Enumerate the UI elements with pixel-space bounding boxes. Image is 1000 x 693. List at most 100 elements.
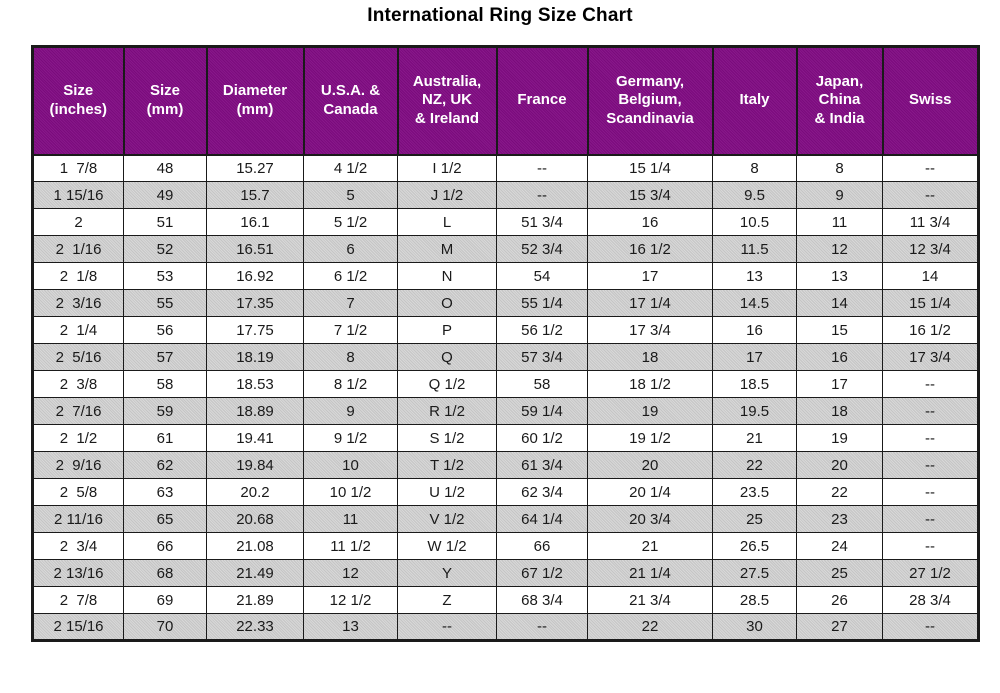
table-cell-germany-belgium-scandinavia: 16 1/2 — [587, 235, 713, 263]
table-cell-size-mm: 55 — [123, 289, 207, 317]
table-cell-size-mm: 69 — [123, 586, 207, 614]
table-cell-swiss: 12 3/4 — [882, 235, 979, 263]
table-cell-france: 57 3/4 — [496, 343, 588, 371]
ring-size-table: Size (inches) Size (mm) Diameter (mm) U.S.A… — [31, 45, 980, 642]
table-cell-japan-china-india: 16 — [796, 343, 883, 371]
table-cell-australia-nz-uk-ireland: I 1/2 — [397, 154, 497, 182]
table-cell-japan-china-india: 23 — [796, 505, 883, 533]
table-cell-japan-china-india: 20 — [796, 451, 883, 479]
table-cell-australia-nz-uk-ireland: O — [397, 289, 497, 317]
table-cell-italy: 10.5 — [712, 208, 797, 236]
table-cell-diameter-mm: 16.1 — [206, 208, 304, 236]
table-cell-france: 68 3/4 — [496, 586, 588, 614]
header-row: Size (inches) Size (mm) Diameter (mm) U.S.A… — [31, 45, 980, 156]
table-cell-u-s-a-canada: 6 — [303, 235, 398, 263]
column-header-germany-belgium-scandinavia: Germany, Belgium, Scandinavia — [586, 45, 714, 156]
table-cell-swiss: -- — [882, 154, 979, 182]
table-row: 2 1/16 52 16.51 6 M 52 3/4 16 1/2 11.5 12 12 3/4 — [32, 235, 979, 263]
table-cell-diameter-mm: 17.35 — [206, 289, 304, 317]
table-cell-size-mm: 68 — [123, 559, 207, 587]
table-cell-italy: 18.5 — [712, 370, 797, 398]
table-cell-france: 62 3/4 — [496, 478, 588, 506]
table-cell-germany-belgium-scandinavia: 19 — [587, 397, 713, 425]
table-cell-u-s-a-canada: 12 — [303, 559, 398, 587]
table-cell-size-inches: 2 — [32, 208, 124, 236]
table-cell-france: 67 1/2 — [496, 559, 588, 587]
column-header-size-inches: Size (inches) — [31, 45, 125, 156]
table-cell-diameter-mm: 15.7 — [206, 181, 304, 209]
column-header-swiss: Swiss — [881, 45, 980, 156]
table-cell-italy: 23.5 — [712, 478, 797, 506]
table-cell-australia-nz-uk-ireland: -- — [397, 613, 497, 641]
table-cell-australia-nz-uk-ireland: J 1/2 — [397, 181, 497, 209]
table-cell-size-mm: 61 — [123, 424, 207, 452]
table-cell-japan-china-india: 18 — [796, 397, 883, 425]
table-cell-france: -- — [496, 181, 588, 209]
table-cell-diameter-mm: 16.51 — [206, 235, 304, 263]
table-cell-australia-nz-uk-ireland: M — [397, 235, 497, 263]
table-cell-diameter-mm: 20.68 — [206, 505, 304, 533]
table-cell-swiss: 28 3/4 — [882, 586, 979, 614]
table-cell-japan-china-india: 19 — [796, 424, 883, 452]
table-cell-u-s-a-canada: 6 1/2 — [303, 262, 398, 290]
table-cell-italy: 22 — [712, 451, 797, 479]
table-cell-u-s-a-canada: 4 1/2 — [303, 154, 398, 182]
table-row: 2 5/8 63 20.2 10 1/2 U 1/2 62 3/4 20 1/4 23.5 22… — [32, 478, 979, 506]
table-cell-australia-nz-uk-ireland: W 1/2 — [397, 532, 497, 560]
table-cell-japan-china-india: 15 — [796, 316, 883, 344]
table-cell-japan-china-india: 27 — [796, 613, 883, 641]
table-row: 2 15/16 70 22.33 13 -- -- 22 30 27 -- — [32, 613, 979, 641]
table-cell-germany-belgium-scandinavia: 20 1/4 — [587, 478, 713, 506]
table-cell-size-mm: 56 — [123, 316, 207, 344]
table-cell-u-s-a-canada: 8 — [303, 343, 398, 371]
table-cell-germany-belgium-scandinavia: 16 — [587, 208, 713, 236]
table-cell-australia-nz-uk-ireland: U 1/2 — [397, 478, 497, 506]
table-cell-swiss: 16 1/2 — [882, 316, 979, 344]
table-cell-u-s-a-canada: 7 — [303, 289, 398, 317]
table-cell-size-inches: 2 1/8 — [32, 262, 124, 290]
table-row: 1 7/8 48 15.27 4 1/2 I 1/2 -- 15 1/4 8 8 -- — [32, 154, 979, 182]
table-row: 2 3/8 58 18.53 8 1/2 Q 1/2 58 18 1/2 18.5 17 -- — [32, 370, 979, 398]
table-cell-japan-china-india: 26 — [796, 586, 883, 614]
table-cell-u-s-a-canada: 9 1/2 — [303, 424, 398, 452]
table-row: 2 5/16 57 18.19 8 Q 57 3/4 18 17 16 17 3/4 — [32, 343, 979, 371]
table-cell-france: 58 — [496, 370, 588, 398]
table-cell-size-inches: 2 5/8 — [32, 478, 124, 506]
table-cell-france: 51 3/4 — [496, 208, 588, 236]
table-cell-size-inches: 2 5/16 — [32, 343, 124, 371]
table-cell-germany-belgium-scandinavia: 15 1/4 — [587, 154, 713, 182]
table-cell-u-s-a-canada: 13 — [303, 613, 398, 641]
table-cell-italy: 26.5 — [712, 532, 797, 560]
table-cell-diameter-mm: 20.2 — [206, 478, 304, 506]
table-cell-australia-nz-uk-ireland: S 1/2 — [397, 424, 497, 452]
table-cell-japan-china-india: 8 — [796, 154, 883, 182]
column-header-australia-nz-uk-ireland: Australia, NZ, UK & Ireland — [396, 45, 498, 156]
table-cell-diameter-mm: 21.08 — [206, 532, 304, 560]
table-cell-italy: 9.5 — [712, 181, 797, 209]
column-header-japan-china-india: Japan, China & India — [795, 45, 884, 156]
table-cell-italy: 17 — [712, 343, 797, 371]
table-cell-italy: 8 — [712, 154, 797, 182]
table-cell-swiss: 11 3/4 — [882, 208, 979, 236]
table-cell-u-s-a-canada: 11 — [303, 505, 398, 533]
table-cell-u-s-a-canada: 10 1/2 — [303, 478, 398, 506]
table-cell-australia-nz-uk-ireland: T 1/2 — [397, 451, 497, 479]
table-row: 2 11/16 65 20.68 11 V 1/2 64 1/4 20 3/4 25 23 -- — [32, 505, 979, 533]
table-cell-australia-nz-uk-ireland: V 1/2 — [397, 505, 497, 533]
table-cell-australia-nz-uk-ireland: Q — [397, 343, 497, 371]
table-cell-size-inches: 2 3/4 — [32, 532, 124, 560]
table-cell-france: -- — [496, 154, 588, 182]
table-cell-france: 64 1/4 — [496, 505, 588, 533]
table-cell-size-inches: 2 1/2 — [32, 424, 124, 452]
table-cell-u-s-a-canada: 9 — [303, 397, 398, 425]
table-cell-u-s-a-canada: 10 — [303, 451, 398, 479]
table-cell-swiss: -- — [882, 370, 979, 398]
table-cell-u-s-a-canada: 12 1/2 — [303, 586, 398, 614]
table-row: 2 7/16 59 18.89 9 R 1/2 59 1/4 19 19.5 18 -- — [32, 397, 979, 425]
table-cell-swiss: 14 — [882, 262, 979, 290]
table-cell-u-s-a-canada: 8 1/2 — [303, 370, 398, 398]
table-cell-france: 66 — [496, 532, 588, 560]
table-cell-size-inches: 2 7/8 — [32, 586, 124, 614]
table-cell-australia-nz-uk-ireland: R 1/2 — [397, 397, 497, 425]
